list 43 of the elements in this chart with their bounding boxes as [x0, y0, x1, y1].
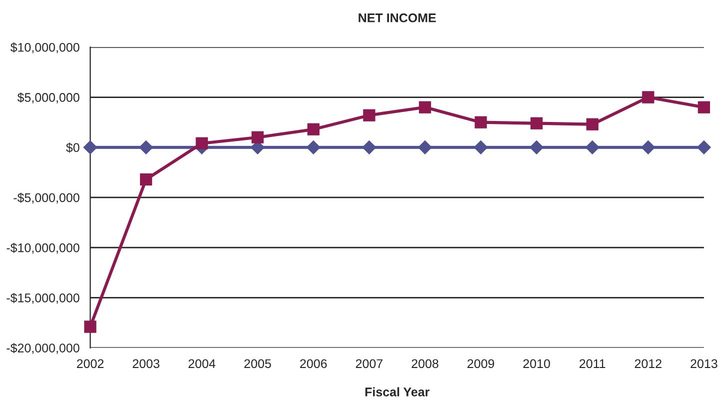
point	[362, 140, 376, 154]
x-tick-label: 2005	[244, 359, 272, 368]
point	[530, 117, 543, 130]
y-tick-label: -$10,000,000	[6, 242, 80, 254]
point	[698, 101, 710, 114]
point	[306, 140, 320, 154]
point	[252, 131, 264, 144]
x-tick-label: 2007	[356, 359, 382, 368]
point	[586, 118, 598, 130]
y-tick-label: -$20,000,000	[6, 343, 80, 354]
point	[363, 109, 376, 122]
point	[307, 123, 320, 136]
x-tick-label: 2006	[300, 359, 327, 368]
x-tick-label: 2002	[76, 359, 104, 368]
point	[139, 140, 153, 154]
point	[140, 173, 152, 186]
point	[83, 140, 98, 154]
point	[642, 91, 654, 104]
point	[418, 101, 432, 114]
y-tick-label: $0	[66, 142, 80, 153]
y-tick-label: $10,000,000	[10, 42, 80, 54]
x-tick-label: 2009	[468, 359, 494, 368]
point	[530, 140, 544, 154]
x-tick-label: 2012	[634, 359, 662, 368]
point	[474, 116, 487, 128]
y-tick-label: $5,000,000	[17, 92, 80, 104]
point	[474, 140, 488, 154]
point	[641, 140, 656, 154]
point	[418, 140, 432, 154]
x-tick-label: 2004	[188, 359, 216, 368]
point	[196, 137, 208, 150]
y-tick-label: -$15,000,000	[6, 292, 80, 304]
point	[697, 140, 711, 154]
x-axis-title: Fiscal Year	[365, 387, 430, 396]
x-tick-label: 2008	[412, 359, 438, 368]
chart-title: NET INCOME	[358, 13, 436, 22]
y-tick-label: -$5,000,000	[14, 192, 80, 204]
x-tick-label: 2013	[690, 359, 718, 368]
point	[84, 320, 96, 333]
x-tick-label: 2011	[580, 359, 606, 368]
x-tick-label: 2010	[523, 359, 550, 368]
point	[585, 140, 600, 154]
x-tick-label: 2003	[132, 359, 160, 368]
